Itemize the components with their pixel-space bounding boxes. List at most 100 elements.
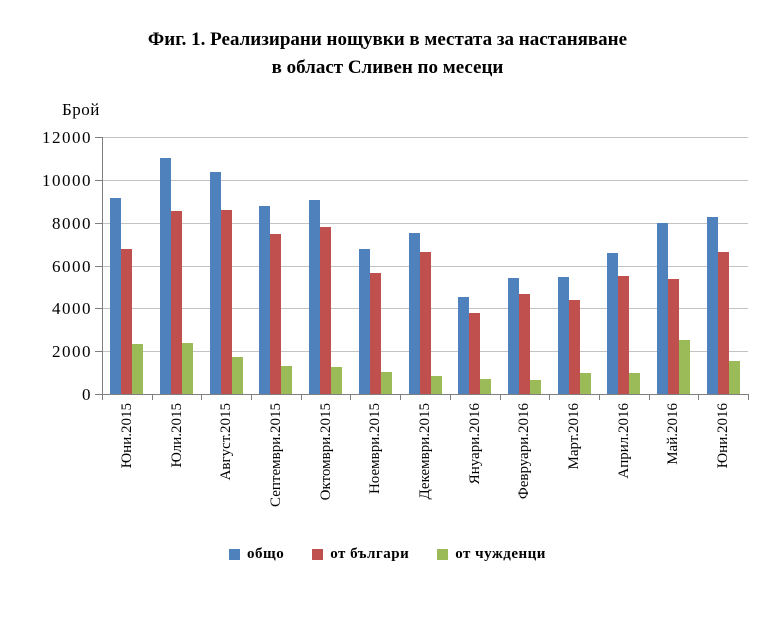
bar-от чужденци-Юли.2015 [182,343,193,394]
legend-item-общо: общо [229,546,284,563]
y-tick-mark [95,394,102,395]
bar-общо-Декември.2015 [409,233,420,394]
bar-от чужденци-Септември.2015 [281,366,292,394]
legend-marker-icon [312,549,324,560]
bar-общо-Ноември.2015 [359,249,370,394]
y-tick-mark [95,180,102,181]
figure-title: Фиг. 1. Реализирани нощувки в местата за… [0,26,775,82]
x-tick-mark [748,395,749,400]
bar-от чужденци-Декември.2015 [431,376,442,394]
x-tick-mark [400,395,401,400]
x-tick-mark [102,395,103,400]
bar-от българи-Декември.2015 [420,252,431,394]
bar-от чужденци-Август.2015 [232,357,243,394]
y-axis-line [102,137,103,395]
x-tick-mark [599,395,600,400]
y-tick-label: 0 [82,385,92,404]
bar-общо-Февруари.2016 [508,278,519,394]
y-tick-label: 4000 [52,299,92,318]
x-axis-label: Януари.2016 [467,403,483,485]
x-tick-mark [201,395,202,400]
legend-marker-icon [437,549,449,560]
bar-от българи-Февруари.2016 [519,294,530,394]
x-axis-label: Април.2016 [616,403,632,479]
bar-от българи-Септември.2015 [270,234,281,394]
x-axis-label: Февруари.2016 [516,403,532,500]
bar-от българи-Ноември.2015 [370,273,381,394]
x-axis-label: Май.2016 [665,403,681,465]
bar-общо-Юни.2015 [110,198,121,394]
bar-от българи-Април.2016 [618,276,629,394]
legend-label: от българи [330,546,410,562]
bar-от чужденци-Май.2016 [679,340,690,394]
figure-title-line1: Фиг. 1. Реализирани нощувки в местата за… [147,29,628,50]
x-axis-label: Ноември.2015 [367,403,383,495]
bar-от чужденци-Февруари.2016 [530,380,541,394]
y-tick-label: 8000 [52,214,92,233]
bar-общо-Юли.2015 [160,158,171,394]
legend-marker-icon [229,549,241,560]
bar-общо-Август.2015 [210,172,221,394]
x-axis-label: Октомври.2015 [318,403,334,501]
bar-от чужденци-Юни.2016 [729,361,740,394]
y-tick-mark [95,308,102,309]
x-axis-label: Юли.2015 [169,403,185,468]
y-tick-mark [95,266,102,267]
y-tick-mark [95,223,102,224]
x-axis-line [102,394,749,395]
bar-от българи-Октомври.2015 [320,227,331,394]
x-tick-mark [251,395,252,400]
x-tick-mark [301,395,302,400]
bar-от чужденци-Март.2016 [580,373,591,394]
bar-от българи-Юни.2016 [718,252,729,394]
bar-от българи-Януари.2016 [469,313,480,394]
bar-общо-Март.2016 [558,277,569,394]
x-axis-label: Март.2016 [566,403,582,470]
legend-item-от българи: от българи [312,546,409,563]
bar-от българи-Август.2015 [221,210,232,394]
x-axis-label: Август.2015 [218,403,234,481]
x-tick-mark [500,395,501,400]
x-axis-label: Септември.2015 [268,403,284,507]
x-tick-mark [649,395,650,400]
bar-от чужденци-Юни.2015 [132,344,143,394]
x-tick-mark [350,395,351,400]
bar-от българи-Юни.2015 [121,249,132,394]
bar-общо-Септември.2015 [259,206,270,394]
bar-общо-Май.2016 [657,223,668,394]
legend-item-от чужденци: от чужденци [437,546,546,563]
y-tick-mark [95,137,102,138]
bar-от чужденци-Ноември.2015 [381,372,392,394]
y-tick-label: 2000 [52,342,92,361]
bar-общо-Юни.2016 [707,217,718,394]
bar-от българи-Март.2016 [569,300,580,394]
gridline [102,137,748,138]
x-tick-mark [549,395,550,400]
x-axis-label: Декември.2015 [417,403,433,500]
bar-общо-Октомври.2015 [309,200,320,394]
x-tick-mark [152,395,153,400]
x-tick-mark [450,395,451,400]
bar-от българи-Юли.2015 [171,211,182,394]
bar-от чужденци-Октомври.2015 [331,367,342,394]
y-tick-mark [95,351,102,352]
x-axis-label: Юни.2015 [119,403,135,469]
x-axis-label: Юни.2016 [715,403,731,469]
y-axis-title: Брой [62,100,100,119]
bar-от българи-Май.2016 [668,279,679,394]
x-tick-mark [698,395,699,400]
legend-label: общо [247,546,285,562]
y-tick-label: 12000 [42,128,92,147]
legend-label: от чужденци [455,546,546,562]
gridline [102,223,748,224]
bar-от чужденци-Януари.2016 [480,379,491,394]
legend: общо от българи от чужденци [0,546,775,563]
figure-title-line2: в област Сливен по месеци [271,57,504,78]
y-tick-label: 6000 [52,257,92,276]
gridline [102,180,748,181]
y-tick-label: 10000 [42,171,92,190]
bar-общо-Април.2016 [607,253,618,394]
bar-от чужденци-Април.2016 [629,373,640,394]
